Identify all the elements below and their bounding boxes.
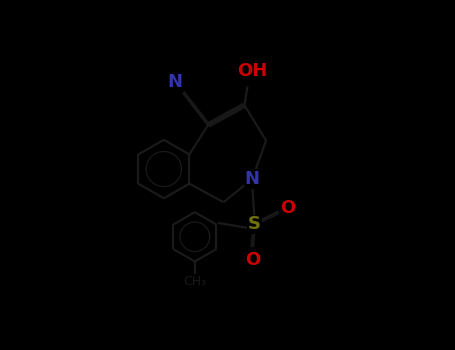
- Text: N: N: [245, 170, 260, 188]
- Text: O: O: [280, 198, 295, 217]
- Text: N: N: [167, 73, 182, 91]
- Text: S: S: [248, 216, 261, 233]
- Text: O: O: [245, 251, 261, 269]
- Text: CH₃: CH₃: [183, 275, 207, 288]
- Text: OH: OH: [237, 62, 267, 80]
